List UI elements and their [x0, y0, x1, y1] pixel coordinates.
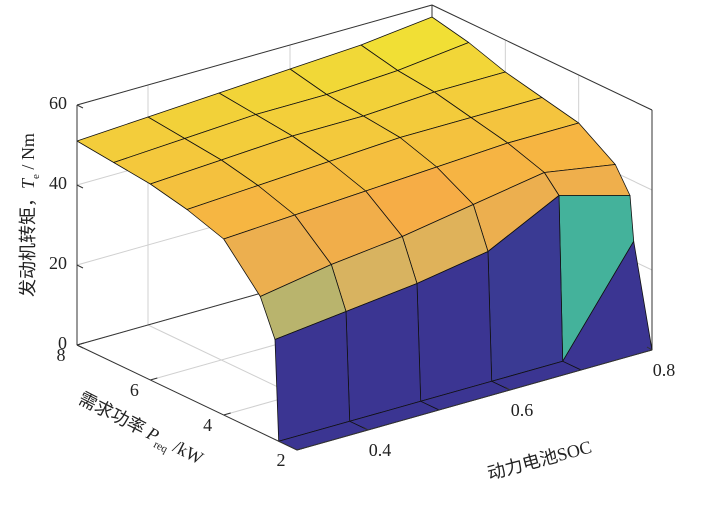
- z-tick-label: 40: [49, 173, 67, 193]
- x-tick-label: 0.6: [511, 400, 534, 420]
- z-axis-label: 发动机转矩，Te / Nm: [18, 133, 41, 297]
- z-tick-label: 60: [49, 93, 67, 113]
- z-tick: [76, 184, 84, 189]
- y-tick: [150, 377, 158, 381]
- z-axis-label-part: / Nm: [18, 133, 38, 174]
- z-tick: [76, 264, 84, 269]
- z-tick-label: 0: [58, 333, 67, 353]
- z-tick: [76, 104, 84, 109]
- z-axis-label-part: 发动机转矩，: [18, 189, 38, 297]
- y-tick: [76, 342, 85, 346]
- y-tick-label: 4: [203, 415, 212, 435]
- z-tick-label: 20: [49, 253, 67, 273]
- y-axis-label-part: 需求功率: [75, 388, 152, 441]
- x-tick: [504, 386, 511, 391]
- y-tick-label: 6: [130, 380, 139, 400]
- y-tick: [223, 412, 231, 416]
- x-axis: [296, 349, 653, 451]
- x-tick: [362, 426, 369, 431]
- axes-edge: [76, 4, 433, 106]
- axes-front: 0 20 40 60 2 4 6 8 0.4 0.6 0.8 发动机转矩，Te / Nm 需求功率 Pr…: [18, 93, 675, 484]
- y-axis-label-part: req: [152, 438, 170, 455]
- y-axis: [76, 344, 298, 451]
- y-axis-label: 需求功率 Preq /kW: [74, 388, 207, 471]
- z-axis-label-part: e: [30, 174, 42, 179]
- y-tick: [296, 447, 305, 451]
- axes-edge: [431, 4, 653, 111]
- y-tick-label: 8: [57, 345, 66, 365]
- z-tick: [76, 344, 84, 349]
- x-tick: [646, 346, 653, 351]
- x-axis-label: 动力电池SOC: [485, 437, 594, 484]
- y-axis-label-part: /kW: [166, 434, 207, 468]
- surface: [76, 16, 653, 451]
- y-tick-label: 2: [277, 450, 286, 470]
- z-axis-label-part: T: [18, 177, 38, 189]
- x-tick-label: 0.4: [369, 440, 392, 460]
- x-tick-label: 0.8: [653, 360, 676, 380]
